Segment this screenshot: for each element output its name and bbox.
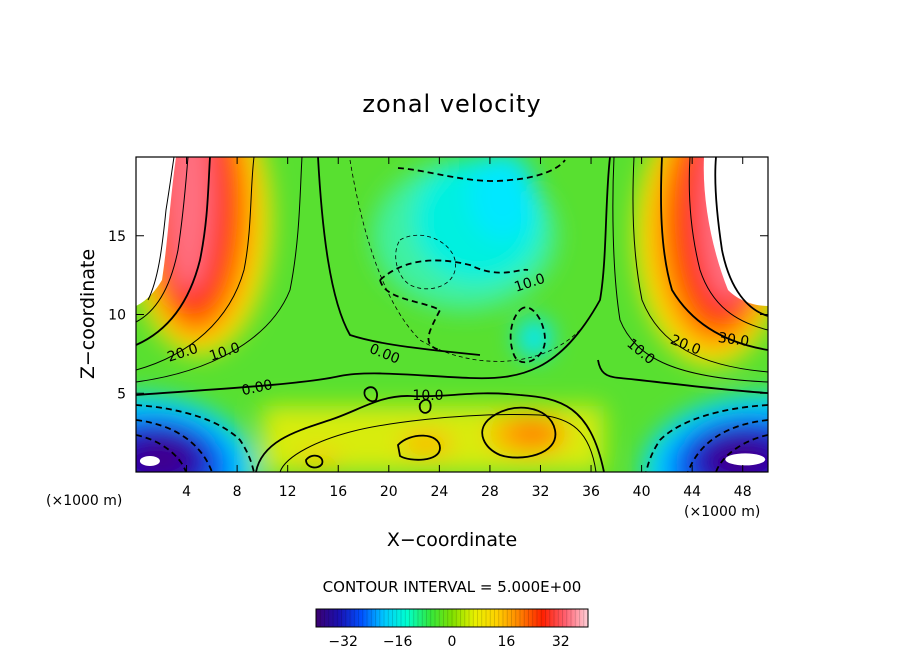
colorbar-tick-label: 16	[497, 634, 515, 650]
contour-line-8	[660, 157, 768, 351]
contour-line-19	[136, 404, 255, 472]
contour-line-31	[363, 386, 378, 403]
x-tick-label: 24	[430, 484, 448, 500]
field-blob-4	[299, 451, 340, 468]
x-tick-label: 28	[481, 484, 499, 500]
contour-line-27	[255, 392, 605, 472]
chart-title: zonal velocity	[362, 90, 541, 118]
contour-line-29	[305, 454, 324, 469]
contour-line-9	[632, 157, 768, 373]
x-tick-label: 40	[633, 484, 651, 500]
contour-lines	[136, 157, 768, 472]
colorbar-frame	[315, 608, 589, 628]
contour-line-25	[481, 406, 557, 459]
contour-line-14	[379, 259, 529, 281]
field-blob-2	[508, 422, 561, 447]
contour-line-28	[279, 414, 597, 472]
contour-line-23	[687, 419, 768, 472]
x-tick-label: 12	[279, 484, 297, 500]
contour-label: 0.00	[240, 377, 274, 399]
x-axis-ticks: 4 8 12 16 20 24 28 32 36 40 44 48	[182, 157, 752, 500]
x-unit-label-right: (×1000 m)	[684, 504, 760, 520]
x-tick-label: 48	[734, 484, 752, 500]
contour-line-12	[714, 157, 768, 317]
field-blob-12	[165, 157, 214, 293]
velocity-field	[136, 157, 768, 472]
x-tick-label: 4	[182, 484, 191, 500]
y-tick-label: 5	[117, 386, 126, 402]
colorbar: −32 −16 0 16 32	[315, 608, 589, 650]
field-blob-8	[516, 318, 553, 359]
field-blob-20	[136, 439, 194, 472]
colorbar-tick-label: 32	[552, 634, 570, 650]
y-axis-label: Z−coordinate	[77, 249, 99, 379]
contour-line-7	[147, 157, 175, 301]
x-tick-label: 16	[329, 484, 347, 500]
field-blob-7	[468, 157, 537, 241]
contour-interval-text: CONTOUR INTERVAL = 5.000E+00	[323, 578, 582, 596]
saturated-region-lower-left	[139, 455, 160, 466]
x-unit-label-left: (×1000 m)	[46, 493, 122, 509]
colorbar-tick-label: 0	[448, 634, 457, 650]
saturated-region-lower-right	[725, 453, 766, 466]
x-tick-label: 8	[233, 484, 242, 500]
x-tick-label: 32	[532, 484, 550, 500]
contour-label: 30.0	[717, 330, 750, 350]
contour-line-30	[418, 398, 432, 414]
contour-line-26	[397, 434, 441, 461]
contour-line-17	[395, 234, 456, 290]
colorbar-tick-label: −32	[328, 634, 358, 650]
contour-line-3	[136, 157, 211, 346]
contour-line-5	[136, 157, 303, 383]
y-tick-label: 15	[108, 229, 126, 245]
contour-line-21	[136, 434, 187, 472]
x-axis-label: X−coordinate	[387, 529, 517, 551]
x-tick-label: 36	[582, 484, 600, 500]
contour-line-15	[379, 279, 442, 351]
contour-line-4	[136, 157, 255, 371]
contour-line-11	[688, 157, 768, 331]
y-tick-label: 10	[108, 308, 126, 324]
x-tick-label: 44	[683, 484, 701, 500]
colorbar-ticks: −32 −16 0 16 32	[328, 634, 569, 650]
contour-line-16	[509, 306, 546, 364]
contour-line-6	[136, 157, 189, 323]
contour-line-24	[715, 434, 768, 472]
contour-line-10	[612, 157, 768, 383]
x-tick-label: 20	[380, 484, 398, 500]
contour-line-20	[136, 419, 213, 472]
y-axis-ticks: 5 10 15	[108, 229, 768, 402]
saturated-region-right	[703, 157, 768, 306]
contour-line-0	[136, 157, 611, 396]
contour-line-1	[317, 157, 481, 356]
colorbar-tick-label: −16	[383, 634, 413, 650]
contour-label: 10.0	[412, 388, 443, 404]
colorbar-stripes	[319, 609, 585, 627]
contour-line-2	[597, 359, 768, 394]
contour-line-22	[645, 404, 768, 472]
saturated-region-left	[136, 157, 176, 306]
contour-line-18	[349, 159, 581, 362]
